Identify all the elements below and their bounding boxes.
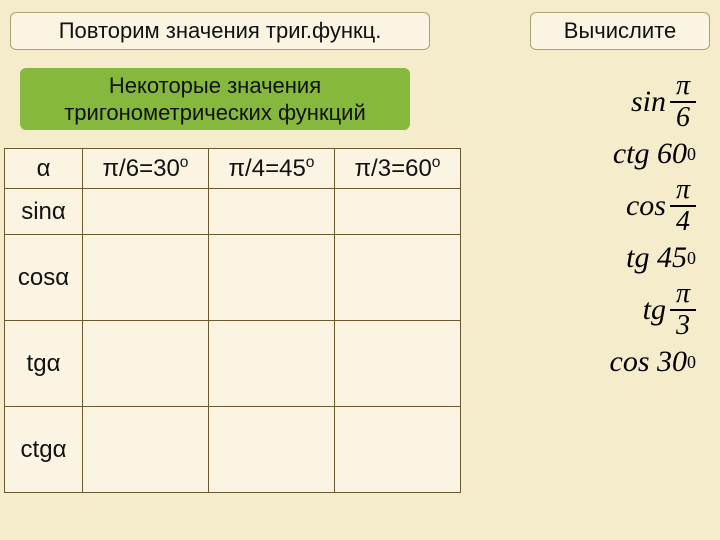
table-cell xyxy=(209,235,335,321)
table-cell xyxy=(209,321,335,407)
row-label-cell: cosα xyxy=(5,235,83,321)
fraction-den: 6 xyxy=(670,101,696,132)
fraction-num: π xyxy=(670,72,696,101)
formula-op: tg xyxy=(643,293,666,327)
fraction: π 6 xyxy=(670,72,696,132)
values-table: α π/6=30о π/4=45о π/3=60о sinα cosα tgα … xyxy=(4,148,461,493)
col-label: π/6=30 xyxy=(103,155,180,182)
table-row: ctgα xyxy=(5,407,461,493)
formula-item: ctg 600 xyxy=(613,134,696,174)
formula-sup: 0 xyxy=(687,248,696,269)
row-label: cosα xyxy=(18,264,69,291)
fraction: π 4 xyxy=(670,176,696,236)
formula-op: cos xyxy=(610,345,650,379)
table-row: cosα xyxy=(5,235,461,321)
formula-op: cos xyxy=(626,189,666,223)
table-row: tgα xyxy=(5,321,461,407)
row-label: sinα xyxy=(21,198,66,225)
degree-sup: о xyxy=(432,154,441,171)
degree-sup: о xyxy=(180,154,189,171)
table-header-cell: π/6=30о xyxy=(83,149,209,189)
title-text: Повторим значения триг.функц. xyxy=(59,18,382,44)
formula-item: cos 300 xyxy=(610,342,697,382)
formula-sup: 0 xyxy=(687,352,696,373)
table-header-cell: π/3=60о xyxy=(335,149,461,189)
table-cell xyxy=(83,321,209,407)
formula-arg: 30 xyxy=(657,345,687,379)
table-cell xyxy=(209,407,335,493)
table-cell xyxy=(335,235,461,321)
formula-item: tg π 3 xyxy=(643,280,696,340)
table-cell xyxy=(83,235,209,321)
formula-op: ctg xyxy=(613,137,650,171)
formula-list: sin π 6 ctg 600 cos π 4 tg 450 tg π 3 co… xyxy=(496,72,696,382)
formula-arg: 60 xyxy=(657,137,687,171)
fraction-num: π xyxy=(670,280,696,309)
col-label: π/4=45 xyxy=(229,155,306,182)
compute-text: Вычислите xyxy=(564,18,676,44)
subtitle-text: Некоторые значения тригонометрических фу… xyxy=(28,72,402,127)
table-row: sinα xyxy=(5,189,461,235)
table-cell xyxy=(83,407,209,493)
row-label-cell: ctgα xyxy=(5,407,83,493)
table-cell xyxy=(335,321,461,407)
formula-item: sin π 6 xyxy=(631,72,696,132)
title-banner: Повторим значения триг.функц. xyxy=(10,12,430,50)
table-cell xyxy=(335,407,461,493)
formula-item: tg 450 xyxy=(626,238,696,278)
table-header-cell: π/4=45о xyxy=(209,149,335,189)
col-label: π/3=60 xyxy=(355,155,432,182)
formula-item: cos π 4 xyxy=(626,176,696,236)
degree-sup: о xyxy=(306,154,315,171)
fraction-den: 3 xyxy=(670,309,696,340)
fraction-num: π xyxy=(670,176,696,205)
table-header-row: α π/6=30о π/4=45о π/3=60о xyxy=(5,149,461,189)
row-label-cell: tgα xyxy=(5,321,83,407)
table-cell xyxy=(209,189,335,235)
formula-op: tg xyxy=(626,241,649,275)
table-cell xyxy=(335,189,461,235)
row-label: ctgα xyxy=(21,436,67,463)
row-label-cell: sinα xyxy=(5,189,83,235)
formula-op: sin xyxy=(631,85,666,119)
fraction-den: 4 xyxy=(670,205,696,236)
table-header-cell: α xyxy=(5,149,83,189)
table-cell xyxy=(83,189,209,235)
formula-sup: 0 xyxy=(687,144,696,165)
subtitle-banner: Некоторые значения тригонометрических фу… xyxy=(20,68,410,130)
col-label: α xyxy=(37,155,51,182)
row-label: tgα xyxy=(27,350,61,377)
fraction: π 3 xyxy=(670,280,696,340)
compute-banner: Вычислите xyxy=(530,12,710,50)
formula-arg: 45 xyxy=(657,241,687,275)
